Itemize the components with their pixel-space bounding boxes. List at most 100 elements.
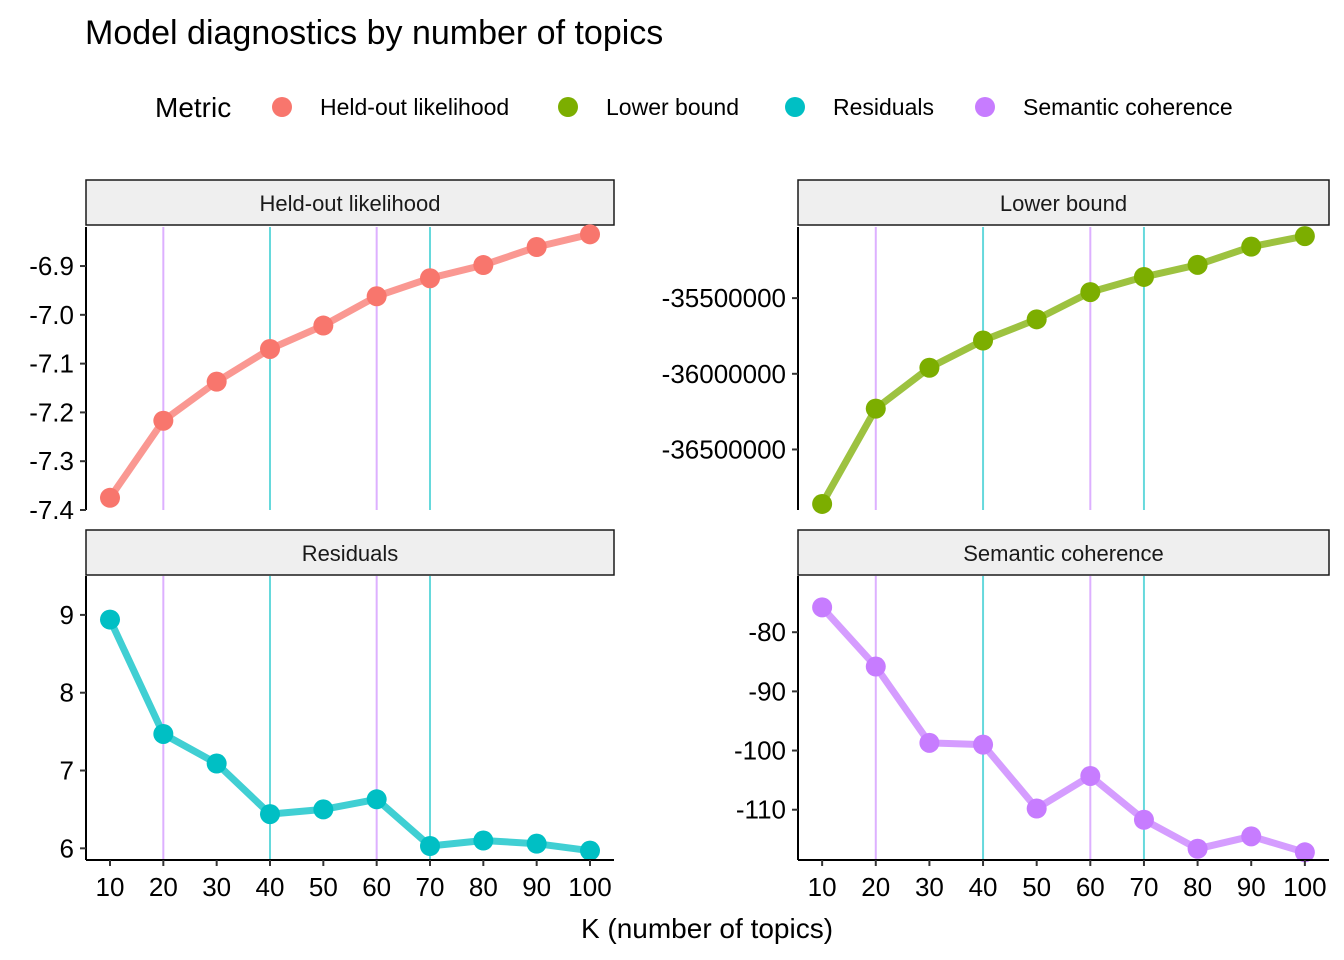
legend-label-residuals: Residuals — [833, 94, 934, 120]
y-tick-label: -90 — [748, 676, 786, 706]
legend-label-held-out-likelihood: Held-out likelihood — [320, 94, 509, 120]
x-tick-label: 10 — [808, 872, 837, 902]
data-point — [100, 487, 120, 508]
facet-strip-label: Held-out likelihood — [260, 191, 441, 216]
y-tick-label: -7.1 — [29, 349, 74, 379]
y-tick-label: 9 — [60, 600, 74, 630]
facet-strip — [797, 529, 1330, 576]
facet-panels: Held-out likelihood -7.4 -7.3 -7.2 -7.1 -7.0 -… — [29, 179, 1330, 902]
x-tick-label: 70 — [416, 872, 445, 902]
series-line-residuals — [106, 616, 594, 855]
data-point — [1241, 826, 1262, 847]
data-point — [580, 224, 600, 245]
data-point — [366, 789, 387, 810]
x-tick-label: 50 — [309, 872, 338, 902]
data-point — [100, 609, 120, 630]
data-point — [919, 732, 940, 753]
x-tick-label: 50 — [1022, 872, 1051, 902]
facet-strip-label: Residuals — [302, 541, 399, 566]
data-point — [1133, 809, 1154, 830]
data-point — [1080, 765, 1101, 786]
series-line-lower-bound — [818, 232, 1309, 508]
data-point — [1241, 236, 1262, 257]
y-tick-label: -7.4 — [29, 495, 74, 525]
data-point — [973, 734, 994, 755]
data-point — [260, 804, 280, 825]
y-tick-label: -36000000 — [662, 359, 786, 389]
facet-strip — [85, 179, 615, 226]
panel-residuals: Residuals 6 7 8 9 10 20 30 40 50 60 70 80 90 100 — [60, 529, 615, 902]
y-tick-label: -110 — [736, 795, 786, 825]
legend-label-semantic-coherence: Semantic coherence — [1023, 94, 1233, 120]
x-tick-label: 40 — [256, 872, 285, 902]
y-tick-label: -36500000 — [662, 434, 786, 464]
x-tick-label: 80 — [469, 872, 498, 902]
y-tick-label: -7.3 — [29, 446, 74, 476]
series-line-semantic-coherence — [818, 603, 1309, 856]
data-point — [865, 656, 886, 677]
legend: Metric Held-out likelihood Lower bound Resi… — [155, 92, 1233, 123]
y-tick-label: -7.2 — [29, 397, 74, 427]
x-tick-label: 100 — [1283, 872, 1326, 902]
data-point — [812, 597, 833, 618]
data-point — [919, 357, 940, 378]
legend-key-residuals — [785, 97, 805, 117]
x-tick-label: 30 — [202, 872, 231, 902]
x-tick-label: 70 — [1129, 872, 1158, 902]
panel-held-out-likelihood: Held-out likelihood -7.4 -7.3 -7.2 -7.1 -7.0 -… — [29, 179, 615, 525]
data-point — [473, 830, 494, 851]
data-point — [420, 268, 440, 289]
x-tick-label: 60 — [1076, 872, 1105, 902]
legend-label-lower-bound: Lower bound — [606, 94, 739, 120]
data-point — [366, 286, 387, 307]
x-tick-label: 20 — [861, 872, 890, 902]
y-tick-label: -80 — [748, 617, 786, 647]
x-tick-label: 30 — [915, 872, 944, 902]
data-point — [812, 493, 833, 514]
facet-strip — [85, 529, 615, 576]
x-tick-label: 40 — [969, 872, 998, 902]
legend-key-lower-bound — [558, 97, 578, 117]
data-point — [420, 835, 440, 856]
data-point — [1187, 838, 1208, 859]
data-point — [260, 338, 280, 359]
y-tick-label: -35500000 — [662, 283, 786, 313]
facet-strip-label: Lower bound — [1000, 191, 1127, 216]
panel-semantic-coherence: Semantic coherence -110 -100 -90 -80 10 20 30 40… — [734, 529, 1330, 902]
x-tick-label: 10 — [96, 872, 125, 902]
data-point — [153, 723, 174, 744]
facet-strip-label: Semantic coherence — [963, 541, 1164, 566]
data-point — [865, 398, 886, 419]
data-point — [1187, 254, 1208, 275]
y-tick-label: -100 — [734, 736, 786, 766]
x-tick-label: 100 — [568, 872, 611, 902]
data-point — [473, 255, 494, 276]
data-point — [1294, 226, 1315, 247]
data-point — [313, 315, 334, 336]
legend-title: Metric — [155, 92, 231, 123]
data-point — [1294, 842, 1315, 863]
y-tick-label: 8 — [60, 678, 74, 708]
legend-key-semantic-coherence — [975, 97, 995, 117]
y-tick-label: 7 — [60, 756, 74, 786]
data-point — [973, 330, 994, 351]
data-point — [1133, 266, 1154, 287]
y-tick-label: -6.9 — [29, 251, 74, 281]
facet-strip — [797, 179, 1330, 226]
data-point — [1026, 798, 1047, 819]
legend-key-held-out-likelihood — [272, 97, 292, 117]
data-point — [526, 237, 547, 258]
data-point — [206, 753, 227, 774]
data-point — [313, 799, 334, 820]
x-tick-label: 90 — [1237, 872, 1266, 902]
x-tick-label: 60 — [362, 872, 391, 902]
data-point — [1026, 309, 1047, 330]
x-tick-label: 80 — [1183, 872, 1212, 902]
x-axis-title: K (number of topics) — [581, 913, 833, 944]
data-point — [1080, 282, 1101, 303]
panel-lower-bound: Lower bound -36500000 -36000000 -35500000 — [662, 179, 1330, 514]
x-tick-label: 90 — [522, 872, 551, 902]
data-point — [153, 410, 174, 431]
series-line-held-out-likelihood — [106, 230, 594, 502]
